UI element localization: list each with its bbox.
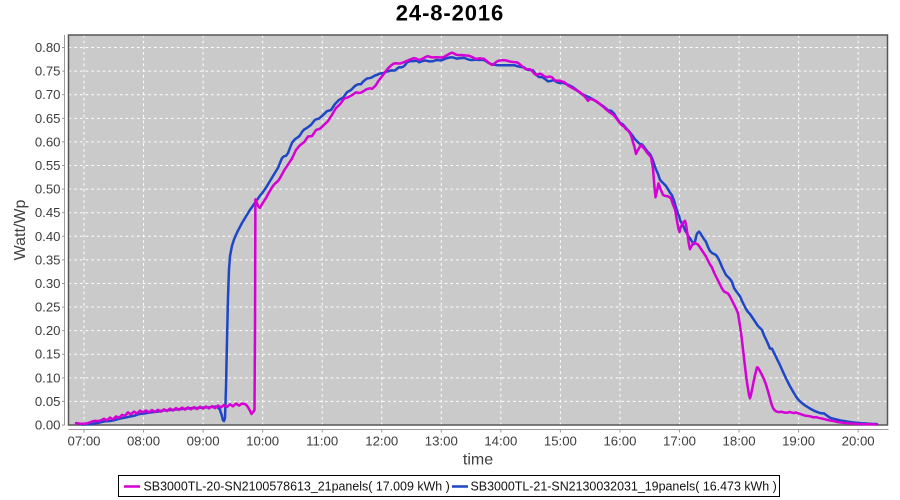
svg-text:07:00: 07:00 bbox=[67, 434, 100, 449]
svg-text:11:00: 11:00 bbox=[306, 434, 338, 449]
svg-text:13:00: 13:00 bbox=[425, 434, 458, 449]
svg-text:19:00: 19:00 bbox=[782, 434, 815, 449]
svg-text:SB3000TL-21-SN2130032031_19pan: SB3000TL-21-SN2130032031_19panels( 16.47… bbox=[471, 480, 777, 494]
svg-text:0.15: 0.15 bbox=[35, 347, 61, 362]
svg-text:0.40: 0.40 bbox=[35, 229, 61, 244]
svg-text:16:00: 16:00 bbox=[603, 434, 636, 449]
svg-text:12:00: 12:00 bbox=[365, 434, 398, 449]
svg-text:0.50: 0.50 bbox=[35, 182, 61, 197]
svg-text:0.65: 0.65 bbox=[35, 111, 61, 126]
svg-text:SB3000TL-20-SN2100578613_21pan: SB3000TL-20-SN2100578613_21panels( 17.00… bbox=[144, 480, 450, 494]
svg-text:08:00: 08:00 bbox=[127, 434, 160, 449]
svg-text:0.75: 0.75 bbox=[35, 64, 61, 79]
svg-text:0.25: 0.25 bbox=[35, 300, 61, 315]
svg-text:0.00: 0.00 bbox=[35, 418, 61, 433]
svg-text:0.80: 0.80 bbox=[35, 40, 61, 55]
svg-text:10:00: 10:00 bbox=[246, 434, 279, 449]
svg-text:0.60: 0.60 bbox=[35, 134, 61, 149]
svg-text:0.20: 0.20 bbox=[35, 323, 61, 338]
svg-text:0.70: 0.70 bbox=[35, 87, 61, 102]
svg-text:0.10: 0.10 bbox=[35, 370, 61, 385]
svg-text:20:00: 20:00 bbox=[842, 434, 875, 449]
svg-text:18:00: 18:00 bbox=[723, 434, 756, 449]
svg-text:0.35: 0.35 bbox=[35, 252, 61, 267]
svg-text:24-8-2016: 24-8-2016 bbox=[396, 1, 504, 26]
svg-text:15:00: 15:00 bbox=[544, 434, 577, 449]
svg-text:Watt/Wp: Watt/Wp bbox=[12, 200, 29, 261]
svg-text:time: time bbox=[463, 452, 493, 469]
svg-text:0.45: 0.45 bbox=[35, 205, 61, 220]
svg-text:0.05: 0.05 bbox=[35, 394, 61, 409]
svg-text:0.30: 0.30 bbox=[35, 276, 61, 291]
svg-text:0.55: 0.55 bbox=[35, 158, 61, 173]
svg-text:17:00: 17:00 bbox=[663, 434, 696, 449]
svg-text:14:00: 14:00 bbox=[484, 434, 517, 449]
svg-text:09:00: 09:00 bbox=[187, 434, 220, 449]
